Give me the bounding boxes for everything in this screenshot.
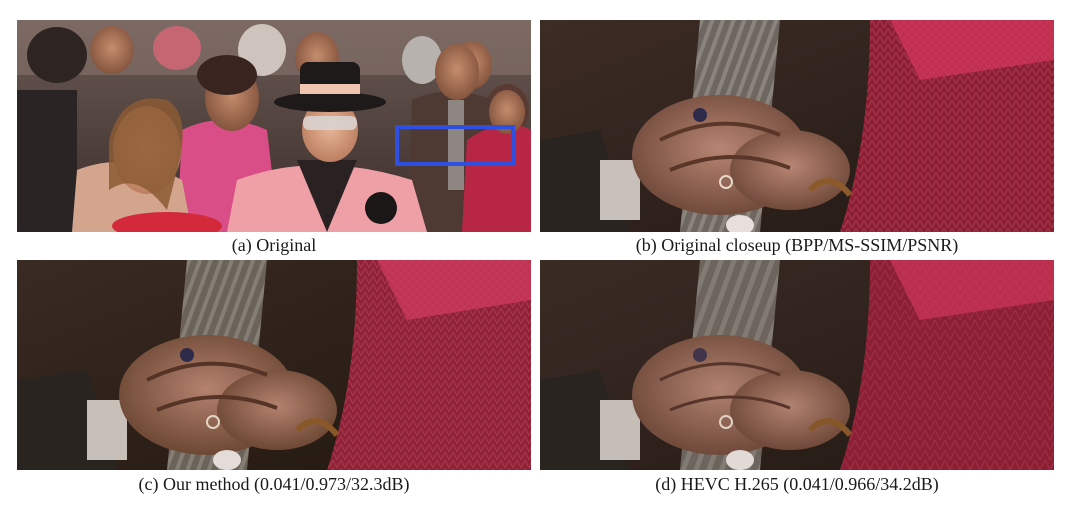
panel-b-closeup-image	[540, 20, 1054, 232]
hands-reconstruction-our-method	[17, 260, 531, 470]
highlight-box	[395, 125, 515, 166]
caption-d: (d) HEVC H.265 (0.041/0.966/34.2dB)	[655, 474, 939, 494]
panel-a-original-image	[17, 20, 531, 232]
hands-reconstruction-hevc	[540, 260, 1054, 470]
hands-closeup-illustration	[540, 20, 1054, 232]
caption-c: (c) Our method (0.041/0.973/32.3dB)	[138, 474, 410, 494]
caption-b: (b) Original closeup (BPP/MS-SSIM/PSNR)	[635, 235, 959, 255]
panel-c-our-method-image	[17, 260, 531, 470]
caption-a: (a) Original	[231, 235, 317, 255]
panel-d-hevc-image	[540, 260, 1054, 470]
crowd-scene-illustration	[17, 20, 531, 232]
